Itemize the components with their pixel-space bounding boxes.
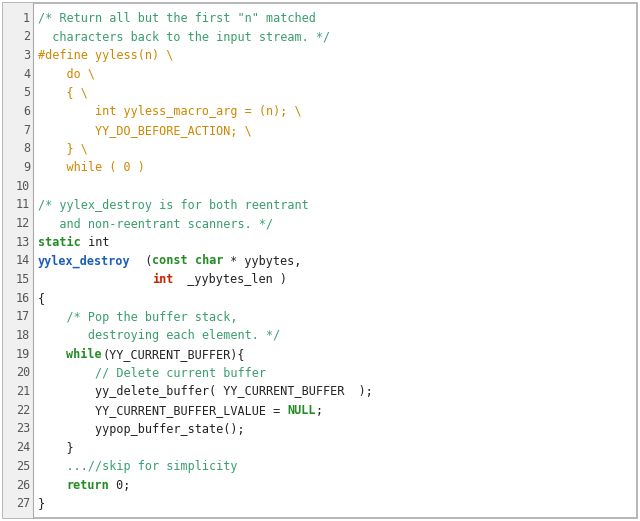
Text: NULL: NULL — [287, 404, 316, 417]
Text: 19: 19 — [16, 348, 30, 361]
Text: YY_CURRENT_BUFFER_LVALUE =: YY_CURRENT_BUFFER_LVALUE = — [38, 404, 287, 417]
Text: 13: 13 — [16, 236, 30, 249]
Bar — [3, 3, 33, 518]
Text: ;: ; — [316, 404, 323, 417]
Text: 2: 2 — [23, 31, 30, 43]
Text: _yybytes_len ): _yybytes_len ) — [173, 273, 287, 286]
Text: 23: 23 — [16, 423, 30, 436]
Text: 1: 1 — [23, 12, 30, 25]
Text: 9: 9 — [23, 161, 30, 174]
Text: 21: 21 — [16, 385, 30, 398]
Text: 5: 5 — [23, 86, 30, 100]
Text: 12: 12 — [16, 217, 30, 230]
Text: 8: 8 — [23, 143, 30, 155]
Text: yylex_destroy: yylex_destroy — [38, 254, 131, 268]
Text: 4: 4 — [23, 68, 30, 81]
Text: 24: 24 — [16, 441, 30, 454]
Text: /* Pop the buffer stack,: /* Pop the buffer stack, — [38, 311, 237, 324]
Text: 26: 26 — [16, 478, 30, 491]
Text: return: return — [67, 478, 109, 491]
Text: YY_DO_BEFORE_ACTION; \: YY_DO_BEFORE_ACTION; \ — [38, 124, 252, 137]
Text: 0;: 0; — [109, 478, 131, 491]
Text: 14: 14 — [16, 254, 30, 267]
Text: (: ( — [131, 254, 152, 267]
Text: yy_delete_buffer( YY_CURRENT_BUFFER  );: yy_delete_buffer( YY_CURRENT_BUFFER ); — [38, 385, 373, 398]
Text: static: static — [38, 236, 81, 249]
Text: char: char — [195, 254, 223, 267]
Text: /* yylex_destroy is for both reentrant: /* yylex_destroy is for both reentrant — [38, 199, 308, 212]
Text: destroying each element. */: destroying each element. */ — [38, 329, 280, 342]
Text: 16: 16 — [16, 292, 30, 305]
Text: 22: 22 — [16, 404, 30, 417]
Text: // Delete current buffer: // Delete current buffer — [38, 366, 266, 379]
Text: characters back to the input stream. */: characters back to the input stream. */ — [38, 31, 330, 43]
Text: 3: 3 — [23, 49, 30, 62]
Text: }: } — [38, 497, 45, 510]
Text: (YY_CURRENT_BUFFER){: (YY_CURRENT_BUFFER){ — [102, 348, 244, 361]
Text: /* Return all but the first "n" matched: /* Return all but the first "n" matched — [38, 12, 316, 25]
Text: 25: 25 — [16, 460, 30, 473]
Text: const: const — [152, 254, 188, 267]
Text: #define yyless(n) \: #define yyless(n) \ — [38, 49, 173, 62]
Text: int: int — [152, 273, 173, 286]
Text: 10: 10 — [16, 180, 30, 193]
Text: 17: 17 — [16, 311, 30, 324]
Text: } \: } \ — [38, 143, 88, 155]
Text: while ( 0 ): while ( 0 ) — [38, 161, 145, 174]
Text: and non-reentrant scanners. */: and non-reentrant scanners. */ — [38, 217, 273, 230]
Text: 7: 7 — [23, 124, 30, 137]
Text: 18: 18 — [16, 329, 30, 342]
Text: 20: 20 — [16, 366, 30, 379]
Text: ...//skip for simplicity: ...//skip for simplicity — [38, 460, 237, 473]
Text: int: int — [81, 236, 109, 249]
Text: 11: 11 — [16, 199, 30, 212]
Text: * yybytes,: * yybytes, — [223, 254, 301, 267]
Text: while: while — [67, 348, 102, 361]
Text: }: } — [38, 441, 74, 454]
Text: do \: do \ — [38, 68, 95, 81]
Text: 15: 15 — [16, 273, 30, 286]
Text: { \: { \ — [38, 86, 88, 100]
Text: {: { — [38, 292, 45, 305]
Text: yypop_buffer_state();: yypop_buffer_state(); — [38, 423, 244, 436]
Text: 27: 27 — [16, 497, 30, 510]
Text: 6: 6 — [23, 105, 30, 118]
Text: int yyless_macro_arg = (n); \: int yyless_macro_arg = (n); \ — [38, 105, 301, 118]
